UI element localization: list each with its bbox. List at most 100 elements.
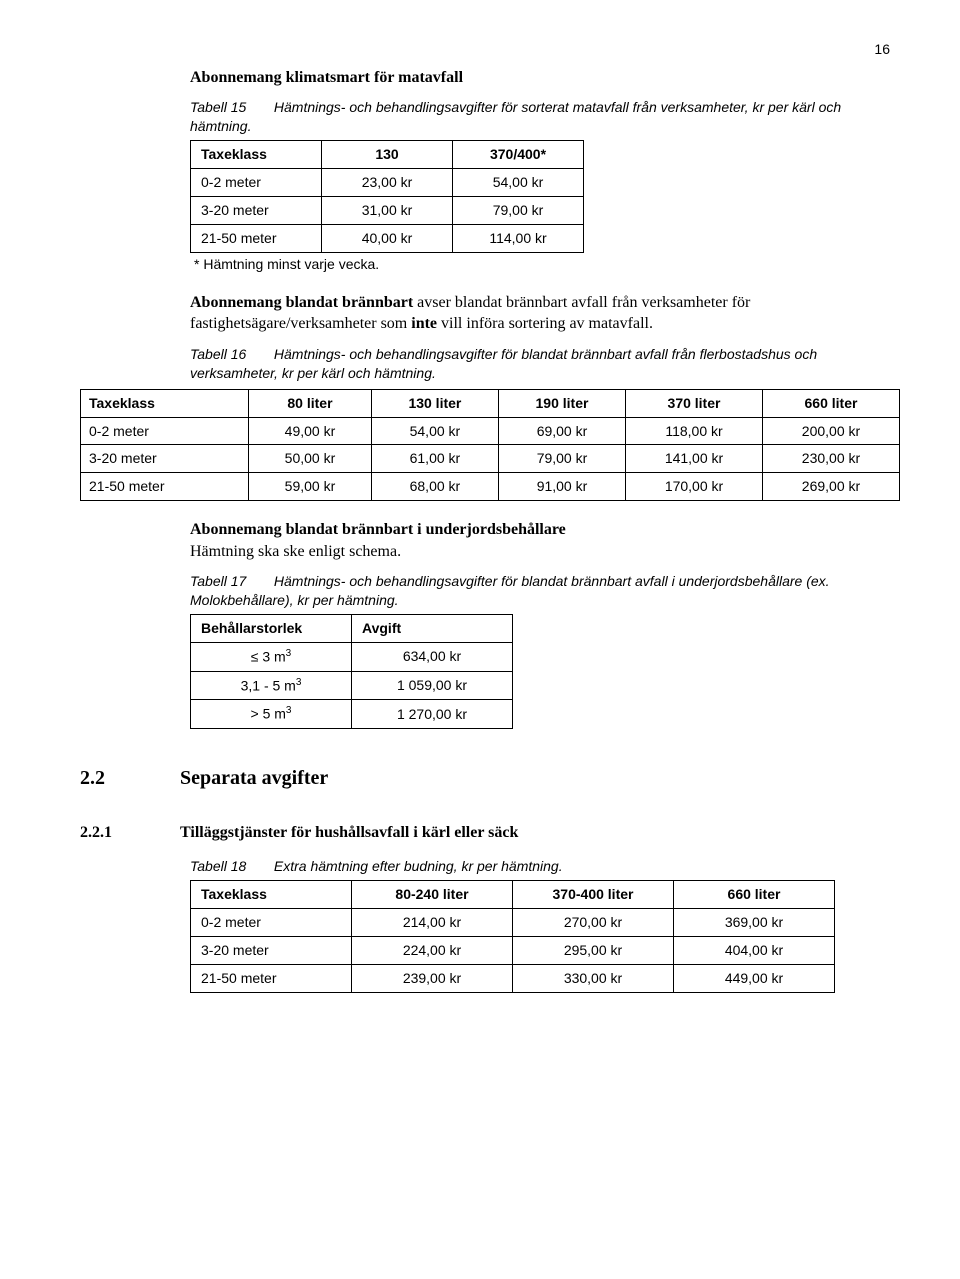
sup: 3 — [286, 705, 292, 716]
td: 224,00 kr — [352, 937, 513, 965]
td: 214,00 kr — [352, 909, 513, 937]
table-row: 3-20 meter 50,00 kr 61,00 kr 79,00 kr 14… — [81, 445, 900, 473]
table15-label: Tabell 15 — [190, 98, 270, 117]
th: Taxeklass — [191, 881, 352, 909]
td: 3-20 meter — [191, 937, 352, 965]
th: 370/400* — [453, 141, 584, 169]
td: 3,1 - 5 m3 — [191, 671, 352, 700]
table-row: 0-2 meter 23,00 kr 54,00 kr — [191, 169, 584, 197]
td: 68,00 kr — [371, 473, 498, 501]
table-header-row: Taxeklass 80 liter 130 liter 190 liter 3… — [81, 389, 900, 417]
para-tail: vill införa sortering av matavfall. — [437, 315, 653, 332]
page-number: 16 — [80, 40, 890, 59]
td: 79,00 kr — [453, 197, 584, 225]
td: 270,00 kr — [513, 909, 674, 937]
table-row: 3-20 meter 31,00 kr 79,00 kr — [191, 197, 584, 225]
table15-note: * Hämtning minst varje vecka. — [194, 255, 900, 274]
td: 40,00 kr — [322, 224, 453, 252]
para-bold-inte: inte — [411, 315, 437, 332]
table-row: 3,1 - 5 m3 1 059,00 kr — [191, 671, 513, 700]
th: 80-240 liter — [352, 881, 513, 909]
section-num: 2.2 — [80, 765, 130, 792]
td: 54,00 kr — [453, 169, 584, 197]
th: 370 liter — [626, 389, 763, 417]
td: 49,00 kr — [249, 417, 372, 445]
td: 1 270,00 kr — [352, 700, 513, 729]
table16-label: Tabell 16 — [190, 345, 270, 364]
td: 269,00 kr — [762, 473, 899, 501]
td: 200,00 kr — [762, 417, 899, 445]
heading-underjord-sub: Hämtning ska ske enligt schema. — [190, 543, 401, 560]
td: 330,00 kr — [513, 964, 674, 992]
heading-underjord-bold: Abonnemang blandat brännbart i underjord… — [190, 521, 566, 538]
td: 0-2 meter — [81, 417, 249, 445]
th: Behållarstorlek — [191, 615, 352, 643]
td: ≤ 3 m3 — [191, 643, 352, 672]
td: 118,00 kr — [626, 417, 763, 445]
heading-underjord: Abonnemang blandat brännbart i underjord… — [190, 519, 900, 562]
td: 61,00 kr — [371, 445, 498, 473]
table-row: 0-2 meter 49,00 kr 54,00 kr 69,00 kr 118… — [81, 417, 900, 445]
table17-caption-text: Hämtnings- och behandlingsavgifter för b… — [190, 573, 830, 608]
table15: Taxeklass 130 370/400* 0-2 meter 23,00 k… — [190, 140, 584, 253]
th: 660 liter — [674, 881, 835, 909]
table-header-row: Taxeklass 80-240 liter 370-400 liter 660… — [191, 881, 835, 909]
th: 130 — [322, 141, 453, 169]
th: 660 liter — [762, 389, 899, 417]
table15-caption-text: Hämtnings- och behandlingsavgifter för s… — [190, 99, 841, 134]
table-header-row: Behållarstorlek Avgift — [191, 615, 513, 643]
table17-label: Tabell 17 — [190, 572, 270, 591]
table18: Taxeklass 80-240 liter 370-400 liter 660… — [190, 880, 835, 993]
td: 3-20 meter — [191, 197, 322, 225]
td: 59,00 kr — [249, 473, 372, 501]
table17: Behållarstorlek Avgift ≤ 3 m3 634,00 kr … — [190, 614, 513, 729]
td: 404,00 kr — [674, 937, 835, 965]
subsection-num: 2.2.1 — [80, 822, 130, 844]
table-row: > 5 m3 1 270,00 kr — [191, 700, 513, 729]
para-blandat: Abonnemang blandat brännbart avser bland… — [190, 292, 790, 335]
td: 0-2 meter — [191, 909, 352, 937]
section-2-2: 2.2 Separata avgifter — [80, 765, 900, 792]
table-row: ≤ 3 m3 634,00 kr — [191, 643, 513, 672]
td: 69,00 kr — [498, 417, 625, 445]
th: Taxeklass — [81, 389, 249, 417]
subsection-title: Tilläggstjänster för hushållsavfall i kä… — [180, 822, 518, 844]
sup: 3 — [286, 648, 292, 659]
table18-label: Tabell 18 — [190, 857, 270, 876]
para-bold-lead: Abonnemang blandat brännbart — [190, 294, 413, 311]
td: > 5 m3 — [191, 700, 352, 729]
table16-caption: Tabell 16 Hämtnings- och behandlingsavgi… — [190, 345, 900, 383]
td: 79,00 kr — [498, 445, 625, 473]
section-2-2-1: 2.2.1 Tilläggstjänster för hushållsavfal… — [80, 822, 900, 844]
table-header-row: Taxeklass 130 370/400* — [191, 141, 584, 169]
td: 449,00 kr — [674, 964, 835, 992]
heading-klimatsmart: Abonnemang klimatsmart för matavfall — [190, 67, 900, 89]
td: 50,00 kr — [249, 445, 372, 473]
size-text: > 5 m — [251, 706, 286, 722]
table17-caption: Tabell 17 Hämtnings- och behandlingsavgi… — [190, 572, 900, 610]
td: 230,00 kr — [762, 445, 899, 473]
td: 21-50 meter — [191, 224, 322, 252]
td: 3-20 meter — [81, 445, 249, 473]
td: 21-50 meter — [191, 964, 352, 992]
table15-caption: Tabell 15 Hämtnings- och behandlingsavgi… — [190, 98, 900, 136]
sup: 3 — [296, 677, 302, 688]
table-row: 21-50 meter 40,00 kr 114,00 kr — [191, 224, 584, 252]
td: 295,00 kr — [513, 937, 674, 965]
size-text: 3,1 - 5 m — [241, 677, 296, 693]
td: 0-2 meter — [191, 169, 322, 197]
td: 114,00 kr — [453, 224, 584, 252]
section-title: Separata avgifter — [180, 765, 328, 792]
table18-caption-text: Extra hämtning efter budning, kr per häm… — [274, 858, 563, 874]
size-text: ≤ 3 m — [251, 649, 286, 665]
td: 91,00 kr — [498, 473, 625, 501]
td: 634,00 kr — [352, 643, 513, 672]
table-row: 0-2 meter 214,00 kr 270,00 kr 369,00 kr — [191, 909, 835, 937]
th: Taxeklass — [191, 141, 322, 169]
th: Avgift — [352, 615, 513, 643]
th: 370-400 liter — [513, 881, 674, 909]
td: 23,00 kr — [322, 169, 453, 197]
th: 80 liter — [249, 389, 372, 417]
td: 141,00 kr — [626, 445, 763, 473]
td: 170,00 kr — [626, 473, 763, 501]
